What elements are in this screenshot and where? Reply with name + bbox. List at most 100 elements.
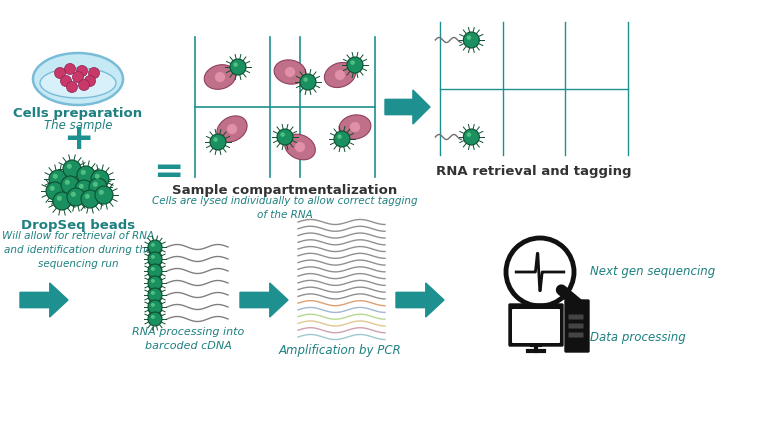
- FancyBboxPatch shape: [569, 315, 584, 319]
- Circle shape: [463, 32, 479, 48]
- Circle shape: [151, 243, 155, 247]
- FancyBboxPatch shape: [565, 300, 589, 352]
- Circle shape: [79, 80, 89, 90]
- Circle shape: [76, 66, 88, 76]
- Circle shape: [81, 170, 86, 175]
- Ellipse shape: [217, 116, 247, 142]
- Text: Cells preparation: Cells preparation: [14, 107, 142, 120]
- Circle shape: [347, 57, 363, 73]
- Circle shape: [210, 134, 226, 150]
- Circle shape: [151, 267, 155, 271]
- Circle shape: [57, 196, 62, 201]
- Polygon shape: [240, 283, 288, 317]
- Circle shape: [67, 164, 72, 169]
- Circle shape: [85, 194, 90, 199]
- Circle shape: [151, 303, 155, 307]
- Circle shape: [467, 132, 471, 137]
- Text: RNA processing into
barcoded cDNA: RNA processing into barcoded cDNA: [132, 327, 244, 351]
- Circle shape: [285, 67, 295, 77]
- Circle shape: [61, 176, 79, 194]
- Circle shape: [53, 174, 58, 179]
- Circle shape: [95, 186, 113, 204]
- Text: DropSeq beads: DropSeq beads: [21, 219, 135, 232]
- Circle shape: [89, 67, 99, 79]
- Circle shape: [85, 76, 95, 87]
- Circle shape: [148, 288, 162, 302]
- FancyBboxPatch shape: [512, 309, 560, 343]
- Circle shape: [463, 129, 479, 145]
- Circle shape: [350, 122, 360, 132]
- Polygon shape: [20, 283, 68, 317]
- Circle shape: [280, 132, 285, 137]
- Ellipse shape: [339, 115, 371, 139]
- Circle shape: [467, 35, 471, 40]
- Text: Cells are lysed individually to allow correct tagging
of the RNA: Cells are lysed individually to allow co…: [152, 196, 418, 220]
- Circle shape: [233, 62, 238, 67]
- Circle shape: [148, 276, 162, 290]
- Circle shape: [151, 255, 155, 259]
- Circle shape: [215, 72, 225, 82]
- Ellipse shape: [33, 53, 123, 105]
- Ellipse shape: [204, 65, 235, 89]
- Circle shape: [50, 186, 55, 191]
- Text: Sample compartmentalization: Sample compartmentalization: [173, 184, 397, 197]
- Circle shape: [46, 182, 64, 200]
- Circle shape: [67, 188, 85, 206]
- Circle shape: [53, 192, 71, 210]
- Circle shape: [300, 74, 316, 90]
- Circle shape: [64, 63, 76, 74]
- Circle shape: [151, 279, 155, 283]
- Text: Next gen sequencing: Next gen sequencing: [590, 266, 715, 278]
- Circle shape: [98, 190, 104, 195]
- Circle shape: [338, 134, 342, 139]
- Text: Will allow for retrieval of RNA
and identification during the
sequencing run: Will allow for retrieval of RNA and iden…: [2, 231, 154, 269]
- Circle shape: [89, 178, 107, 196]
- Circle shape: [295, 142, 305, 152]
- Polygon shape: [385, 90, 430, 124]
- Ellipse shape: [40, 68, 116, 98]
- FancyBboxPatch shape: [569, 333, 584, 337]
- Circle shape: [335, 70, 345, 80]
- Circle shape: [277, 129, 293, 145]
- Ellipse shape: [274, 60, 306, 84]
- Circle shape: [148, 240, 162, 254]
- Text: Data processing: Data processing: [590, 330, 686, 343]
- Circle shape: [55, 67, 66, 79]
- Circle shape: [95, 174, 100, 179]
- Circle shape: [81, 190, 99, 208]
- Circle shape: [304, 77, 308, 82]
- Circle shape: [148, 312, 162, 326]
- Circle shape: [227, 124, 237, 134]
- Circle shape: [63, 160, 81, 178]
- Circle shape: [49, 170, 67, 188]
- Text: +: +: [63, 122, 93, 156]
- Circle shape: [67, 81, 77, 93]
- Text: RNA retrieval and tagging: RNA retrieval and tagging: [436, 165, 632, 178]
- Circle shape: [65, 180, 70, 185]
- Circle shape: [91, 170, 109, 188]
- FancyBboxPatch shape: [509, 304, 563, 346]
- Text: =: =: [153, 155, 183, 189]
- Ellipse shape: [285, 134, 316, 160]
- Circle shape: [71, 192, 76, 197]
- Circle shape: [77, 166, 95, 184]
- Polygon shape: [396, 283, 444, 317]
- Circle shape: [73, 72, 83, 83]
- Circle shape: [213, 137, 218, 142]
- Circle shape: [75, 180, 93, 198]
- FancyBboxPatch shape: [569, 323, 584, 329]
- Text: Amplification by PCR: Amplification by PCR: [279, 344, 401, 357]
- Circle shape: [506, 238, 574, 306]
- Ellipse shape: [325, 62, 356, 87]
- Circle shape: [148, 264, 162, 278]
- Circle shape: [61, 76, 71, 87]
- Text: The sample: The sample: [44, 119, 112, 132]
- Circle shape: [230, 59, 246, 75]
- Circle shape: [151, 315, 155, 319]
- Circle shape: [148, 252, 162, 266]
- Circle shape: [350, 60, 355, 65]
- Circle shape: [151, 291, 155, 295]
- Circle shape: [93, 182, 98, 187]
- Circle shape: [148, 300, 162, 314]
- Circle shape: [79, 184, 84, 189]
